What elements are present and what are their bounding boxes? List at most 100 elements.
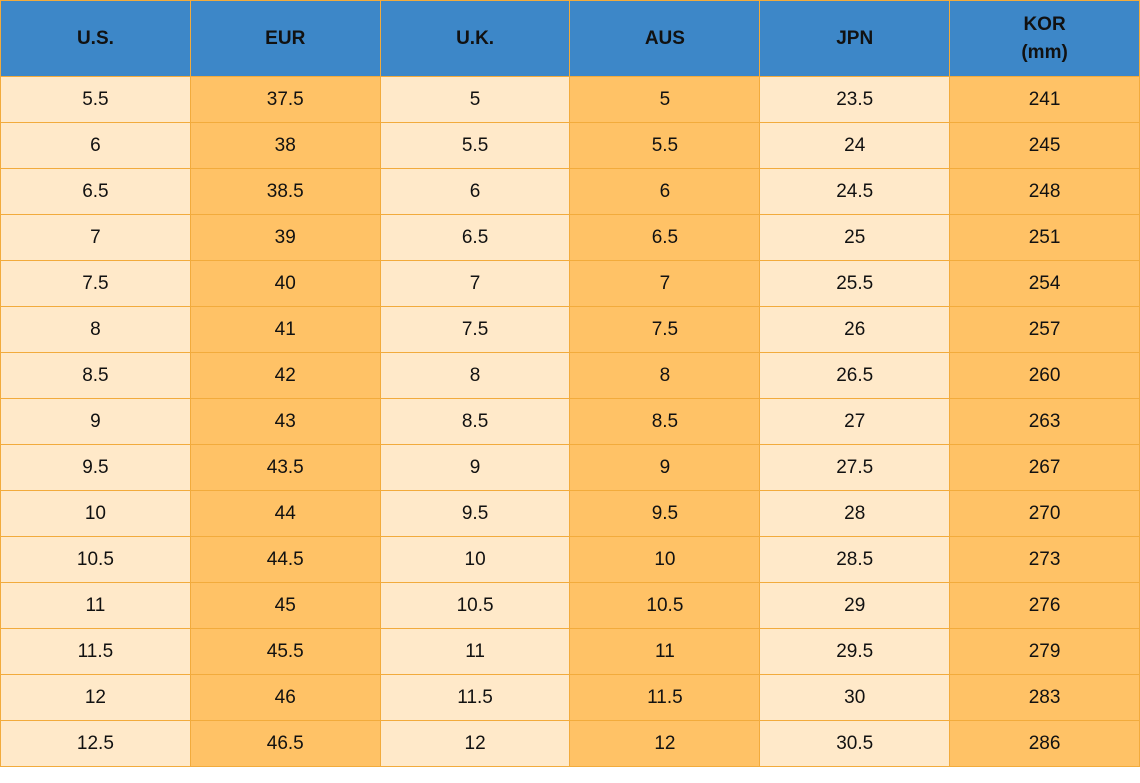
table-cell: 9 xyxy=(569,444,761,491)
table-cell: 46.5 xyxy=(189,720,381,767)
table-cell: 8 xyxy=(569,352,761,399)
table-cell: 28.5 xyxy=(759,536,951,583)
table-cell: 9 xyxy=(0,398,191,445)
table-cell: 8.5 xyxy=(569,398,761,445)
table-cell: 6.5 xyxy=(569,214,761,261)
table-cell: 270 xyxy=(949,490,1140,537)
table-cell: 6 xyxy=(379,168,571,215)
column-header: U.S. xyxy=(0,0,191,77)
table-cell: 248 xyxy=(949,168,1140,215)
table-cell: 5.5 xyxy=(569,122,761,169)
table-cell: 27 xyxy=(759,398,951,445)
table-cell: 279 xyxy=(949,628,1140,675)
table-cell: 263 xyxy=(949,398,1140,445)
table-cell: 10.5 xyxy=(569,582,761,629)
table-cell: 9.5 xyxy=(0,444,191,491)
table-cell: 11.5 xyxy=(569,674,761,721)
table-cell: 45 xyxy=(189,582,381,629)
table-cell: 12 xyxy=(379,720,571,767)
table-cell: 10.5 xyxy=(0,536,191,583)
table-cell: 39 xyxy=(189,214,381,261)
table-row: 7.5 40 7 7 25.5 254 xyxy=(0,260,1140,307)
table-row: 12 46 11.5 11.5 30 283 xyxy=(0,674,1140,721)
table-cell: 11 xyxy=(0,582,191,629)
table-cell: 41 xyxy=(189,306,381,353)
table-cell: 5.5 xyxy=(0,76,191,123)
table-cell: 25 xyxy=(759,214,951,261)
table-cell: 12.5 xyxy=(0,720,191,767)
size-table: U.S. EUR U.K. AUS JPN KOR (mm) 5.5 37.5 5 5 23.5 2… xyxy=(0,0,1140,767)
table-cell: 5 xyxy=(569,76,761,123)
table-cell: 10 xyxy=(569,536,761,583)
column-header: JPN xyxy=(759,0,951,77)
table-cell: 24.5 xyxy=(759,168,951,215)
table-cell: 260 xyxy=(949,352,1140,399)
table-cell: 9.5 xyxy=(379,490,571,537)
table-cell: 257 xyxy=(949,306,1140,353)
column-header: U.K. xyxy=(379,0,571,77)
table-cell: 6 xyxy=(569,168,761,215)
table-row: 8 41 7.5 7.5 26 257 xyxy=(0,306,1140,353)
table-cell: 43 xyxy=(189,398,381,445)
table-cell: 40 xyxy=(189,260,381,307)
table-cell: 8.5 xyxy=(379,398,571,445)
table-cell: 26.5 xyxy=(759,352,951,399)
table-row: 7 39 6.5 6.5 25 251 xyxy=(0,214,1140,261)
table-cell: 7 xyxy=(379,260,571,307)
table-row: 12.5 46.5 12 12 30.5 286 xyxy=(0,720,1140,767)
table-cell: 24 xyxy=(759,122,951,169)
table-cell: 267 xyxy=(949,444,1140,491)
table-cell: 46 xyxy=(189,674,381,721)
table-cell: 29 xyxy=(759,582,951,629)
table-cell: 241 xyxy=(949,76,1140,123)
table-cell: 29.5 xyxy=(759,628,951,675)
table-cell: 251 xyxy=(949,214,1140,261)
table-cell: 45.5 xyxy=(189,628,381,675)
table-cell: 273 xyxy=(949,536,1140,583)
table-cell: 44 xyxy=(189,490,381,537)
table-row: 6 38 5.5 5.5 24 245 xyxy=(0,122,1140,169)
table-row: 10.5 44.5 10 10 28.5 273 xyxy=(0,536,1140,583)
table-cell: 9 xyxy=(379,444,571,491)
table-cell: 5 xyxy=(379,76,571,123)
table-cell: 37.5 xyxy=(189,76,381,123)
table-cell: 245 xyxy=(949,122,1140,169)
table-cell: 7 xyxy=(569,260,761,307)
table-row: 11.5 45.5 11 11 29.5 279 xyxy=(0,628,1140,675)
table-cell: 286 xyxy=(949,720,1140,767)
table-cell: 6 xyxy=(0,122,191,169)
table-cell: 8.5 xyxy=(0,352,191,399)
header-row: U.S. EUR U.K. AUS JPN KOR (mm) xyxy=(0,0,1140,77)
table-cell: 11.5 xyxy=(0,628,191,675)
table-cell: 9.5 xyxy=(569,490,761,537)
column-header: AUS xyxy=(569,0,761,77)
table-cell: 7.5 xyxy=(0,260,191,307)
table-cell: 38 xyxy=(189,122,381,169)
table-cell: 276 xyxy=(949,582,1140,629)
table-cell: 27.5 xyxy=(759,444,951,491)
table-row: 11 45 10.5 10.5 29 276 xyxy=(0,582,1140,629)
table-cell: 8 xyxy=(379,352,571,399)
table-cell: 7.5 xyxy=(569,306,761,353)
table-cell: 42 xyxy=(189,352,381,399)
table-row: 6.5 38.5 6 6 24.5 248 xyxy=(0,168,1140,215)
table-cell: 23.5 xyxy=(759,76,951,123)
table-cell: 5.5 xyxy=(379,122,571,169)
table-cell: 12 xyxy=(0,674,191,721)
table-cell: 10 xyxy=(379,536,571,583)
table-cell: 254 xyxy=(949,260,1140,307)
table-body: 5.5 37.5 5 5 23.5 241 6 38 5.5 5.5 24 245 6.5 38.5 6 6 2… xyxy=(0,76,1140,767)
table-cell: 8 xyxy=(0,306,191,353)
table-cell: 7.5 xyxy=(379,306,571,353)
table-cell: 44.5 xyxy=(189,536,381,583)
table-row: 10 44 9.5 9.5 28 270 xyxy=(0,490,1140,537)
column-header: KOR (mm) xyxy=(949,0,1140,77)
table-cell: 30.5 xyxy=(759,720,951,767)
column-header: EUR xyxy=(189,0,381,77)
table-cell: 38.5 xyxy=(189,168,381,215)
table-row: 9 43 8.5 8.5 27 263 xyxy=(0,398,1140,445)
table-cell: 6.5 xyxy=(379,214,571,261)
table-cell: 25.5 xyxy=(759,260,951,307)
table-row: 8.5 42 8 8 26.5 260 xyxy=(0,352,1140,399)
